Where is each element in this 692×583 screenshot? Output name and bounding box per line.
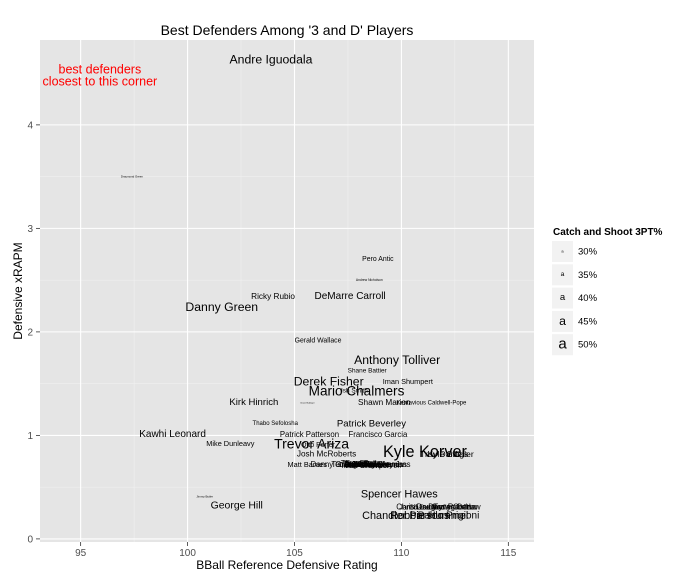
point-label: Shawn Marion — [358, 398, 411, 407]
axes-ticks: 95 100 105 110 115 0 1 2 3 4 — [27, 120, 516, 559]
point-label: George Hill — [211, 500, 263, 511]
legend-label: 45% — [578, 316, 598, 327]
point-label: Chase Budinger Jr. — [409, 502, 471, 511]
x-tick-label: 115 — [500, 548, 516, 559]
annotation-text-line: best defenders — [59, 62, 142, 76]
point-label: Pablo Prigioni — [418, 511, 480, 522]
legend: Catch and Shoot 3PT% a 30% a 35% a 40% a 45% a 50% — [552, 227, 663, 356]
legend-label: 50% — [578, 340, 598, 351]
chart-title: Best Defenders Among '3 and D' Players — [161, 22, 414, 38]
point-label: Chris Douglas-Roberts — [396, 502, 475, 511]
point-label: Thabo Sefolosha — [253, 421, 299, 427]
legend-key — [552, 241, 573, 262]
point-label: Andre Iguodala — [230, 53, 313, 67]
point-label: Jeff Green — [351, 460, 387, 469]
point-label: Gerald Wallace — [295, 338, 342, 345]
point-label: Ish Smith — [341, 387, 368, 394]
legend-key-symbol: a — [561, 271, 565, 278]
point-label: Shane Battier — [348, 368, 388, 375]
point-label: Otto Porter — [301, 442, 335, 449]
point-label: Troy Daniels — [420, 449, 469, 459]
point-label: Chase Budinger — [300, 402, 315, 404]
point-label: Courtney Lee — [344, 460, 391, 469]
point-label: Spencer Hawes — [361, 488, 438, 500]
plot-panel — [40, 40, 534, 542]
point-label: Travis Outlaw — [433, 502, 481, 511]
legend-label: 30% — [578, 247, 598, 258]
y-tick-label: 0 — [27, 534, 33, 545]
point-label: Ricky Rubio — [251, 292, 295, 301]
point-label: Danny Green — [185, 300, 258, 314]
legend-label: 35% — [578, 270, 598, 281]
point-label: Pero Antic — [362, 256, 394, 263]
point-label: Terrence Ross — [331, 460, 381, 469]
point-labels: Andre Iguodala Draymond Green Pero Antic An… — [121, 53, 481, 522]
legend-key — [552, 287, 573, 309]
legend-key — [552, 334, 573, 356]
point-label: Iman Shumpert — [383, 377, 433, 386]
point-label: Patrick Patterson — [280, 430, 339, 439]
grid-lines — [40, 40, 534, 542]
y-tick-label: 3 — [27, 224, 33, 235]
legend-key-symbol: a — [558, 336, 567, 353]
legend-key-symbol: a — [561, 249, 564, 254]
point-label: Danny Granger — [311, 460, 365, 469]
legend-key — [552, 310, 573, 332]
point-label: Anthony Tolliver — [354, 353, 440, 367]
point-label: Jae Crowder — [345, 461, 390, 470]
x-axis-title: BBall Reference Defensive Rating — [196, 558, 377, 572]
x-tick-label: 95 — [75, 548, 87, 559]
point-label: Patrick Beverley — [337, 419, 406, 430]
point-label: Carrick Felix — [338, 460, 379, 469]
point-label: Danny Outlaw — [428, 502, 477, 511]
legend-key-symbol: a — [559, 314, 566, 328]
point-label: Jimmy Butler — [196, 494, 213, 498]
point-label: Mike Dunleavy — [206, 439, 254, 448]
legend-label: 40% — [578, 293, 598, 304]
legend-key — [552, 264, 573, 286]
point-label: Iman Shumpert Jr. — [342, 461, 402, 470]
point-label: Bobby Simmons — [354, 460, 411, 469]
point-label: Tim Hardaway Jr. — [343, 460, 403, 469]
point-label: Josh McRoberts — [297, 450, 356, 459]
y-tick-label: 1 — [27, 431, 33, 442]
point-label: Mario Chalmers — [309, 383, 405, 398]
point-label: Robbie Hummel — [390, 510, 468, 522]
y-tick-label: 2 — [27, 327, 33, 338]
x-tick-label: 105 — [286, 548, 303, 559]
x-tick-label: 100 — [179, 548, 196, 559]
point-label: Jared Dudley — [399, 502, 443, 511]
point-label: Tony Snell — [341, 459, 377, 468]
point-label: Andrew Nicholson — [356, 278, 383, 282]
point-label: Evan Turner — [345, 458, 385, 467]
point-label: Trevor Ariza — [274, 436, 349, 452]
point-label: Chase Simmons — [353, 460, 407, 469]
point-label: Matt Barnes — [288, 460, 328, 469]
point-label: Francisco Garcia — [348, 430, 407, 439]
point-label: Kyle Korver — [383, 443, 468, 461]
x-tick-label: 110 — [393, 548, 409, 559]
point-label: Chandler Parsons — [362, 510, 450, 522]
legend-title: Catch and Shoot 3PT% — [553, 227, 663, 238]
annotation-text-line: closest to this corner — [43, 74, 158, 88]
y-tick-label: 4 — [27, 120, 33, 131]
point-label: Kyle Singler — [427, 449, 473, 459]
point-label: Marcus Morris — [357, 460, 404, 469]
point-label: Kirk Hinrich — [229, 397, 278, 408]
point-label: Derek Fisher — [294, 375, 364, 389]
legend-key-symbol: a — [560, 292, 566, 303]
point-label: Kawhi Leonard — [139, 429, 206, 440]
point-label: Draymond Green — [121, 175, 143, 179]
point-label: DeMarre Carroll — [315, 291, 386, 302]
y-axis-title: Defensive xRAPM — [11, 242, 25, 339]
point-label: Kentavious Caldwell-Pope — [396, 400, 467, 406]
